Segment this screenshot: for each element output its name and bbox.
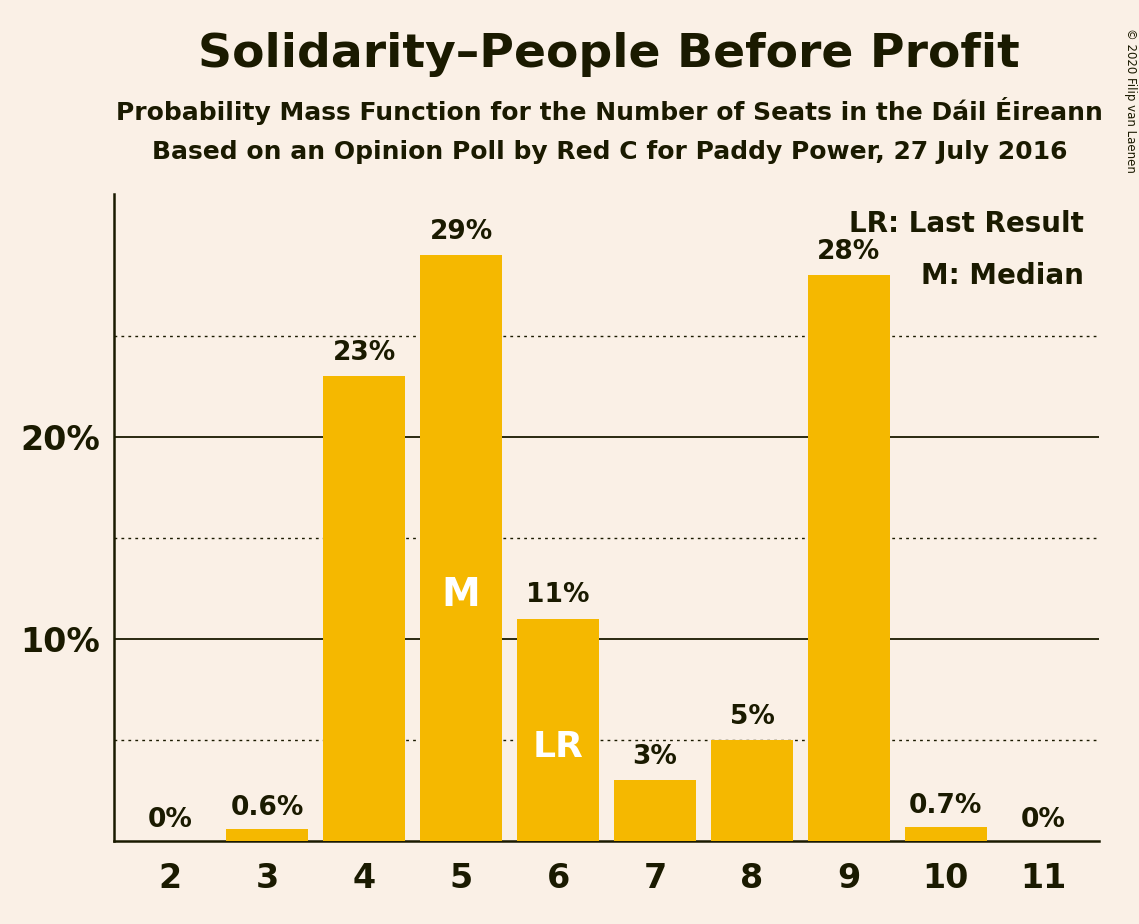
Text: 29%: 29% [429,219,493,245]
Bar [322,376,405,841]
Text: LR: Last Result: LR: Last Result [850,211,1084,238]
Text: Probability Mass Function for the Number of Seats in the Dáil Éireann: Probability Mass Function for the Number… [116,97,1103,125]
Bar [711,740,793,841]
Text: 23%: 23% [333,340,395,366]
Text: 0%: 0% [1021,807,1065,833]
Bar [420,255,502,841]
Text: 11%: 11% [526,582,590,608]
Text: 0%: 0% [148,807,192,833]
Bar [517,618,599,841]
Bar [226,829,309,841]
Text: 28%: 28% [818,238,880,265]
Text: M: Median: M: Median [921,262,1084,290]
Text: 0.7%: 0.7% [909,793,983,819]
Text: © 2020 Filip van Laenen: © 2020 Filip van Laenen [1124,28,1137,173]
Bar [904,827,988,841]
Text: Based on an Opinion Poll by Red C for Paddy Power, 27 July 2016: Based on an Opinion Poll by Red C for Pa… [151,140,1067,164]
Text: Solidarity–People Before Profit: Solidarity–People Before Profit [198,32,1021,78]
Text: 0.6%: 0.6% [230,795,304,821]
Text: 3%: 3% [632,744,678,770]
Bar [808,275,891,841]
Text: 5%: 5% [730,704,775,730]
Bar [614,780,696,841]
Text: M: M [442,576,481,614]
Text: LR: LR [533,731,583,764]
